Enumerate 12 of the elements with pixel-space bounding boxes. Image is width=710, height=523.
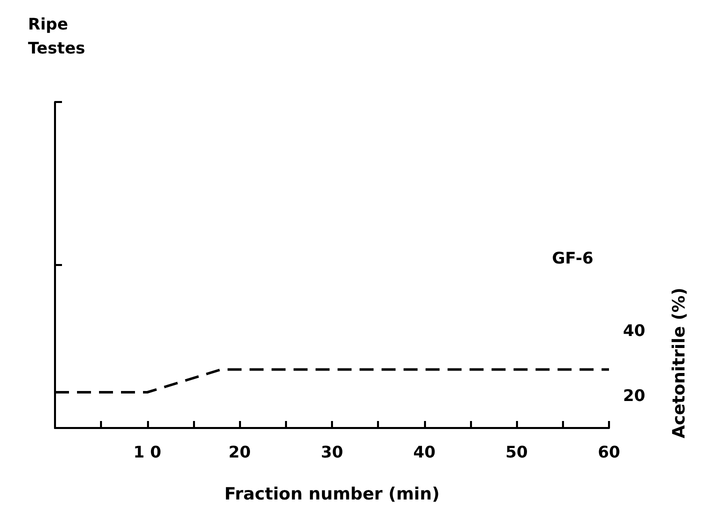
text: GF-6 [552,248,594,268]
text: Ripe Testes [28,14,86,58]
y2-axis-title: Acetonitrile (%) [670,288,690,438]
y2-tick-label: 40 [623,321,646,340]
y2-tick-label: 20 [623,386,646,405]
x-tick-label: 50 [506,442,528,462]
x-tick-label: 1 0 [133,442,162,462]
x-tick-label: 60 [598,442,620,462]
x-tick-label: 20 [228,442,251,462]
x-tick-label: 40 [413,442,436,462]
x-axis-title: Fraction number (min) [224,484,440,504]
x-tick-label: 30 [320,442,344,462]
